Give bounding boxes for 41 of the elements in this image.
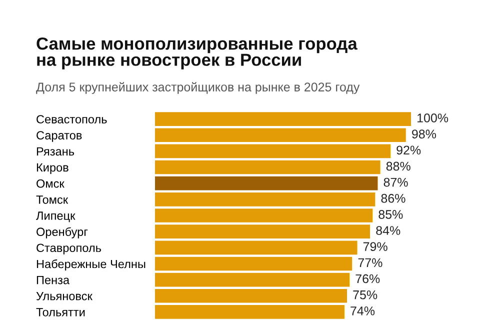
y-tick-label: Ставрополь	[36, 244, 102, 254]
data-label: 76%	[356, 274, 380, 284]
y-tick-label: Томск	[36, 196, 68, 204]
bar	[155, 144, 391, 158]
bar	[155, 176, 378, 190]
y-tick-label: Севастополь	[36, 115, 107, 124]
chart-subtitle: Доля 5 крупнейших застройщиков на рынке в 2025 году	[36, 82, 360, 94]
data-label: 79%	[363, 242, 388, 252]
data-label: 75%	[353, 290, 378, 300]
y-tick-label: Киров	[36, 163, 68, 174]
y-tick-label: Липецк	[36, 212, 76, 222]
bar	[155, 160, 380, 174]
data-label: 84%	[376, 226, 400, 235]
bar	[155, 305, 344, 319]
y-tick-label: Тольятти	[36, 308, 85, 316]
y-tick-label: Набережные Челны	[36, 259, 146, 271]
data-label: 92%	[396, 146, 421, 155]
bar	[155, 208, 373, 222]
y-tick-label: Пенза	[36, 276, 70, 284]
data-label: 98%	[412, 130, 436, 138]
bar	[155, 240, 358, 255]
y-tick-label: Рязань	[36, 147, 74, 156]
data-label: 87%	[384, 178, 408, 187]
y-tick-label: Ульяновск	[36, 292, 92, 300]
bar	[155, 288, 347, 303]
bar	[155, 256, 352, 271]
y-tick-label: Оренбург	[36, 227, 88, 238]
data-label: 74%	[350, 306, 375, 316]
data-label: 86%	[381, 194, 406, 203]
bar	[155, 128, 406, 142]
data-label: 85%	[378, 210, 403, 219]
bar	[155, 192, 376, 206]
bar	[155, 272, 350, 287]
bar	[155, 112, 411, 126]
y-tick-label: Саратов	[36, 131, 82, 142]
data-label: 77%	[358, 258, 382, 268]
data-label: 100%	[418, 114, 448, 122]
y-tick-label: Омск	[36, 179, 64, 188]
bar	[155, 224, 370, 238]
chart-title: Самые монополизированные города на рынке новостроек в России	[36, 37, 358, 70]
data-label: 88%	[386, 162, 410, 171]
